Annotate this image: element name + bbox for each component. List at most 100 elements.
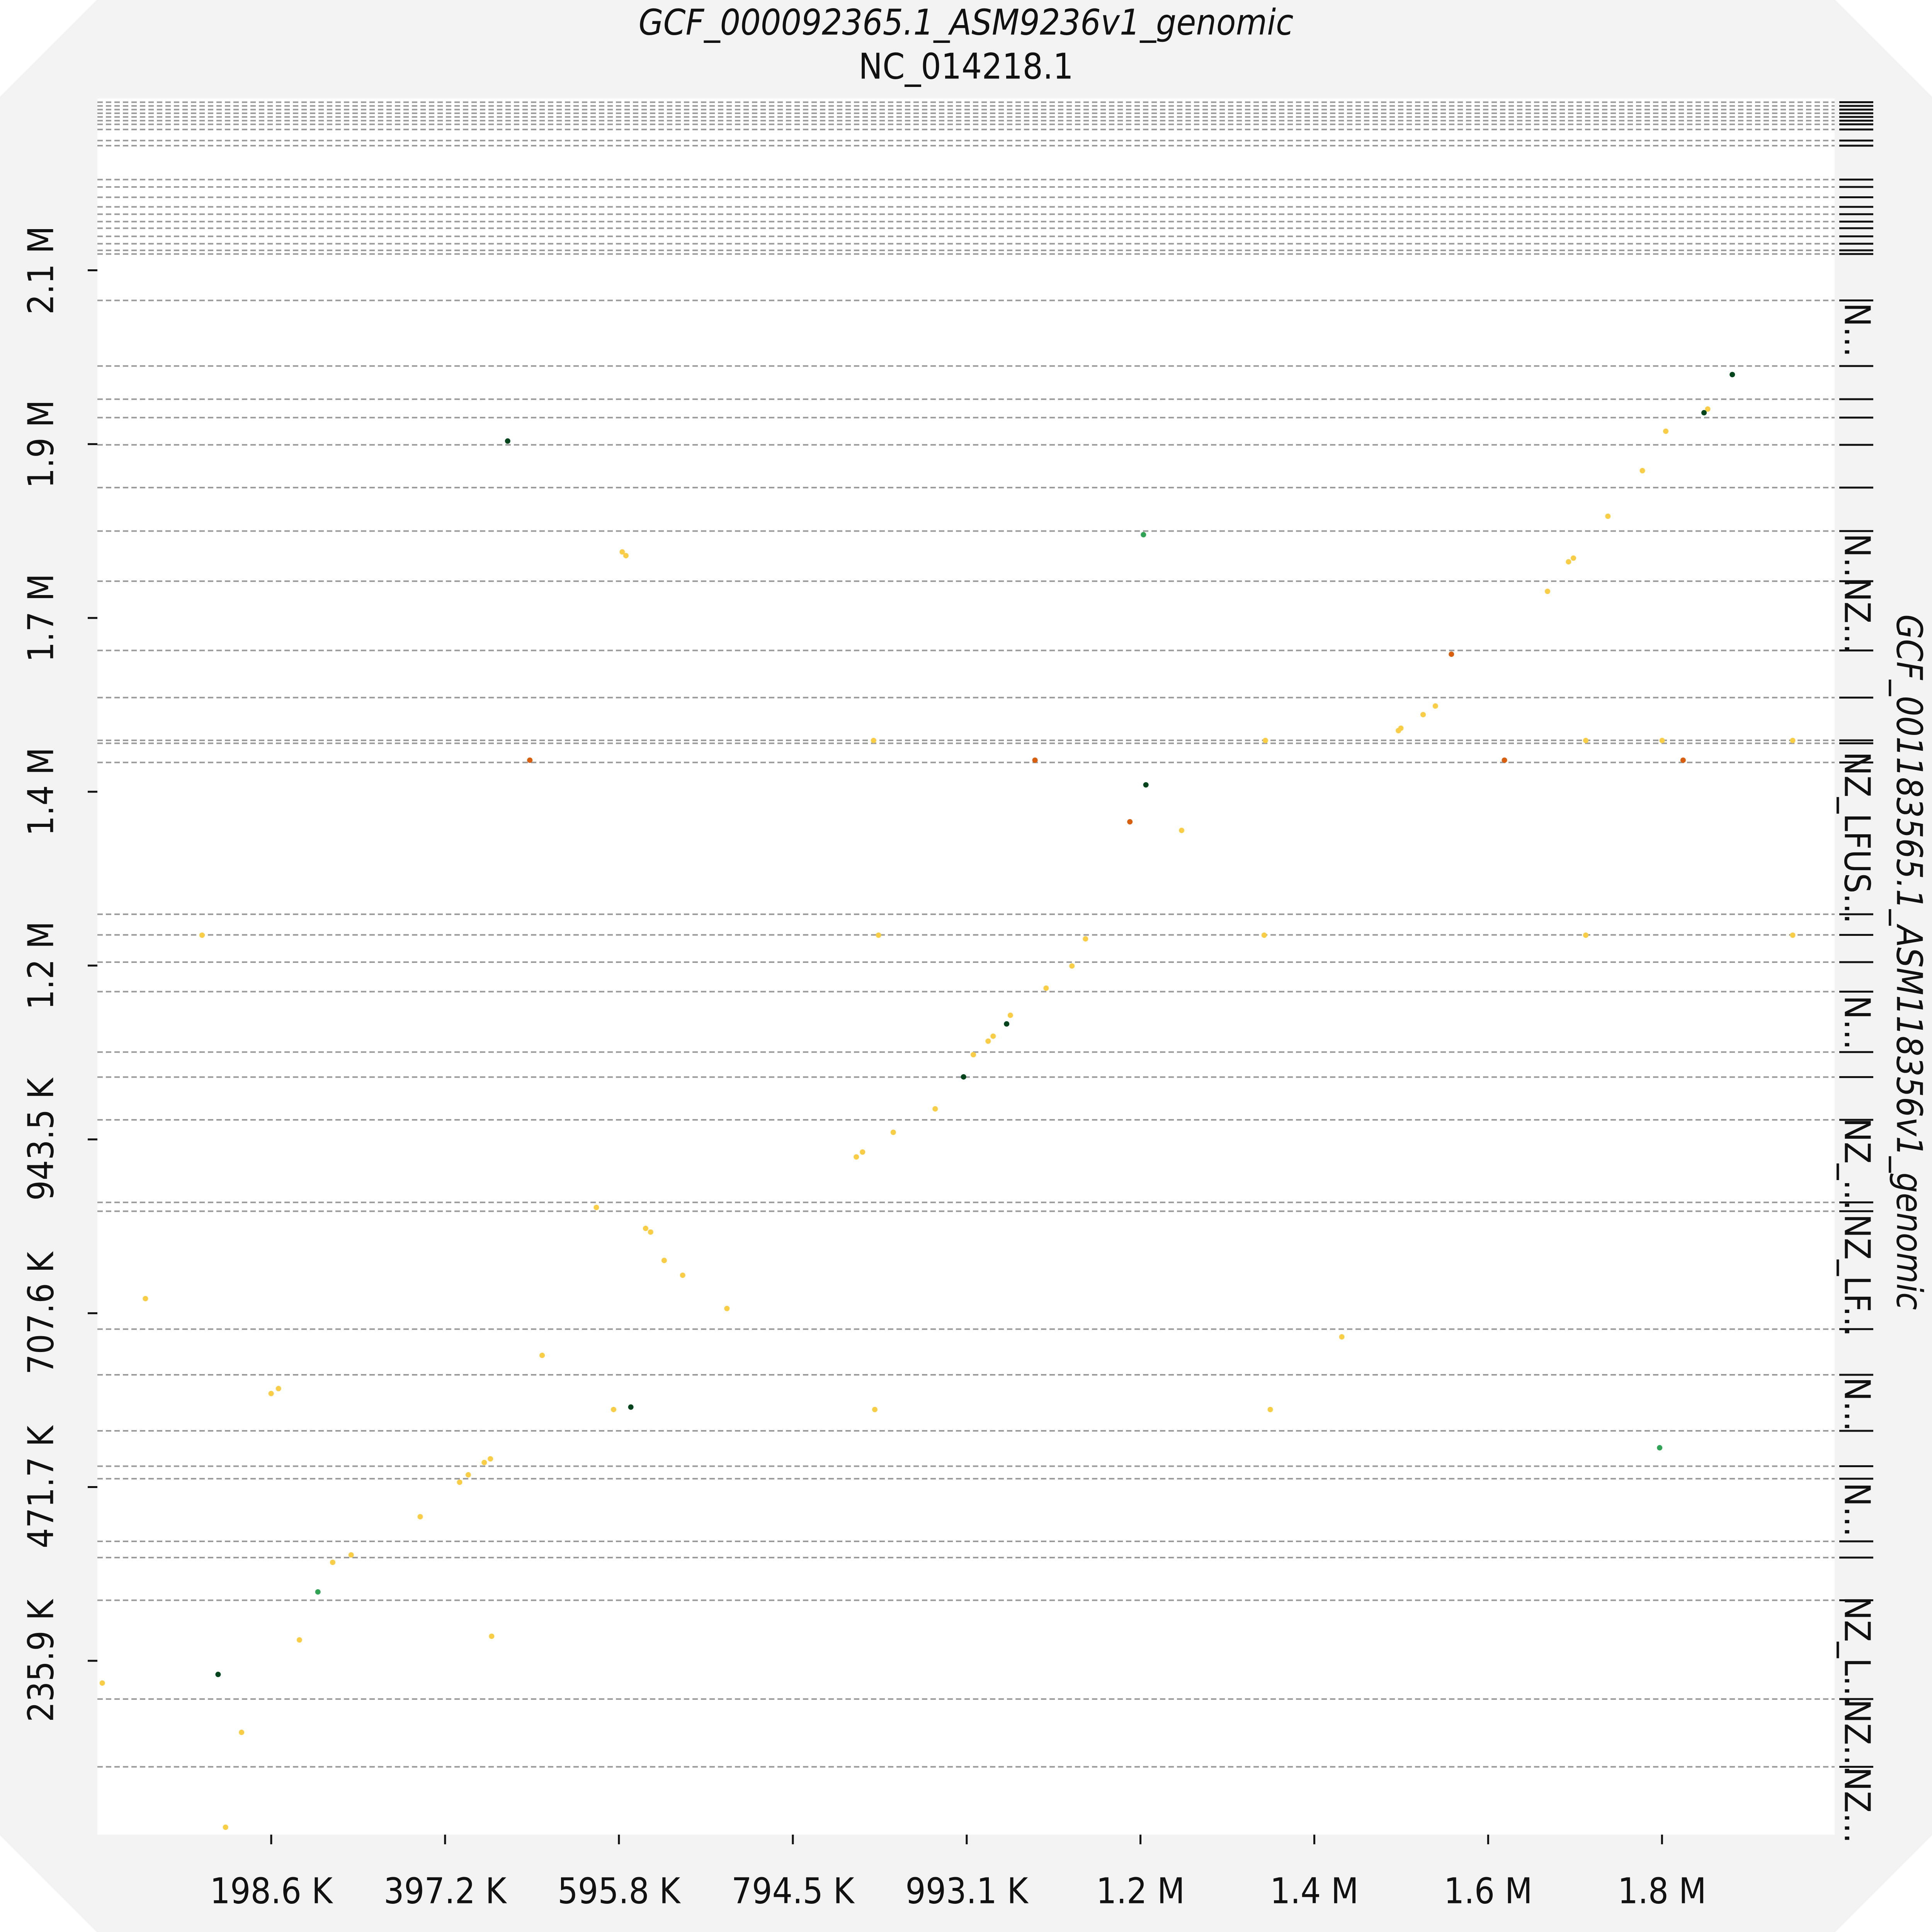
contig-label: NZ... [1837, 1699, 1878, 1776]
dot [1127, 819, 1133, 825]
y-tick-label: 943.5 K [20, 1077, 61, 1201]
y-tick-label: 1.7 M [20, 574, 61, 662]
x-tick-label: 1.4 M [1270, 1870, 1359, 1912]
y-tick-label: 471.7 K [20, 1425, 61, 1548]
dot [1262, 738, 1268, 743]
dot [481, 1459, 487, 1465]
dot [1007, 1012, 1013, 1018]
dot [990, 1033, 996, 1039]
dot [1043, 985, 1049, 991]
x-tick-label: 397.2 K [384, 1870, 507, 1912]
dot [985, 1038, 991, 1044]
dot [489, 1633, 495, 1639]
dot [1420, 712, 1426, 718]
dot [465, 1472, 471, 1478]
dot [223, 1824, 228, 1830]
contig-label: NZ_... [1837, 1118, 1878, 1210]
chart-title: GCF_000092365.1_ASM9236v1_genomic [639, 2, 1294, 43]
dot [99, 1680, 105, 1686]
dot [1261, 932, 1267, 938]
dot [1663, 429, 1668, 434]
dot [932, 1106, 938, 1112]
x-tick-label: 1.6 M [1444, 1870, 1532, 1912]
dot [971, 1052, 976, 1058]
dot [505, 438, 510, 444]
chart-subtitle: NC_014218.1 [859, 46, 1073, 87]
dot [1179, 828, 1184, 833]
dot [628, 1404, 634, 1410]
dot [417, 1514, 423, 1520]
dot [854, 1154, 859, 1160]
y-tick-label: 1.9 M [20, 400, 61, 488]
x-tick-label: 595.8 K [558, 1870, 681, 1912]
dot [1659, 738, 1665, 743]
dot [268, 1391, 274, 1396]
dot [1143, 782, 1149, 788]
dot [724, 1306, 730, 1311]
plot-area [97, 99, 1835, 1835]
y-tick-label: 1.2 M [20, 921, 61, 1010]
dot [1396, 728, 1401, 733]
dot [619, 549, 625, 555]
dot [1657, 1445, 1663, 1451]
dot [239, 1730, 245, 1735]
y-axis-label: GCF_001183565.1_ASM118356v1_genomic [1889, 614, 1930, 1310]
dot [1267, 1406, 1273, 1412]
dot [1566, 559, 1571, 565]
dot [643, 1226, 648, 1231]
dot [961, 1074, 966, 1080]
y-tick-label: 2.1 M [20, 226, 61, 315]
dot [1583, 738, 1588, 743]
dot [143, 1296, 148, 1301]
dot [276, 1386, 281, 1391]
dot [1605, 514, 1611, 519]
contig-label: N... [1837, 995, 1878, 1050]
contig-label: NZ... [1837, 578, 1878, 654]
dot [330, 1560, 335, 1565]
dot [648, 1229, 653, 1235]
dot [623, 553, 629, 558]
dot [1432, 703, 1438, 709]
contig-label: N... [1837, 1377, 1878, 1432]
dot [348, 1552, 354, 1558]
x-tick-label: 198.6 K [210, 1870, 333, 1912]
contig-label: NZ_LFUS... [1837, 752, 1878, 924]
dot [215, 1672, 221, 1677]
dot [1083, 936, 1088, 942]
dot [296, 1637, 302, 1643]
dot [1639, 468, 1645, 474]
dot [661, 1258, 667, 1264]
y-tick-label: 235.9 K [20, 1599, 61, 1722]
dot [872, 1406, 878, 1412]
contig-label: N... [1837, 303, 1878, 357]
dot [1570, 555, 1576, 561]
dot [1701, 410, 1707, 416]
dot [1544, 588, 1550, 594]
contig-label: NZ... [1837, 1767, 1878, 1843]
dot [1680, 757, 1686, 763]
x-tick-label: 993.1 K [905, 1870, 1029, 1912]
dot [871, 738, 876, 743]
dot [488, 1456, 493, 1462]
dot [315, 1589, 321, 1595]
dot [539, 1352, 545, 1358]
dot [1339, 1334, 1345, 1340]
dot [1790, 738, 1796, 743]
x-tick-label: 1.8 M [1618, 1870, 1706, 1912]
dot [876, 932, 881, 938]
x-tick-label: 1.2 M [1096, 1870, 1185, 1912]
contig-label: N... [1837, 1483, 1878, 1537]
dot [527, 757, 533, 763]
dot [1004, 1021, 1010, 1027]
dot [1705, 406, 1711, 412]
dot [611, 1406, 616, 1412]
y-tick-label: 1.4 M [20, 747, 61, 836]
y-tick-label: 707.6 K [20, 1251, 61, 1374]
dot [199, 932, 205, 938]
dot [890, 1129, 896, 1135]
x-tick-label: 794.5 K [731, 1870, 855, 1912]
dot [860, 1149, 866, 1155]
dot [1449, 651, 1454, 657]
